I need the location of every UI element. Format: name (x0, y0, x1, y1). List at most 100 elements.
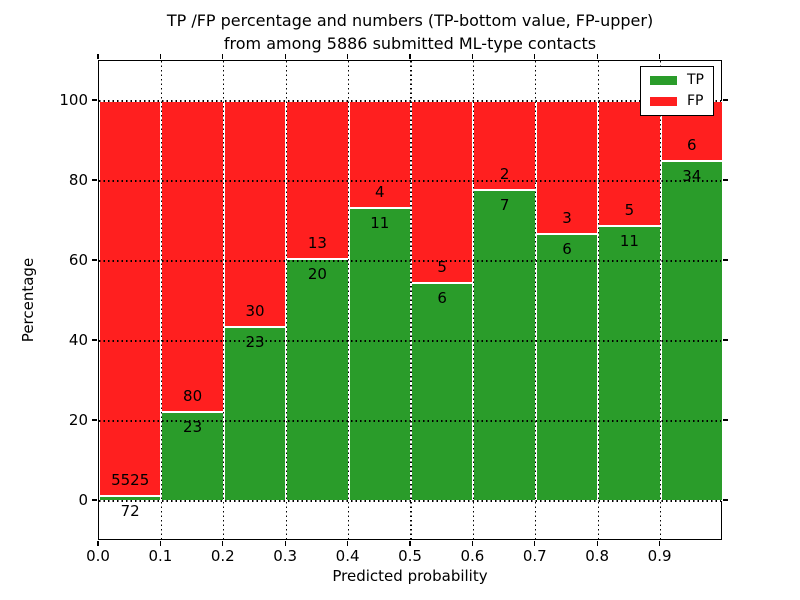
y-tick-label: 20 (68, 411, 88, 429)
y-tick-mark (723, 179, 728, 181)
bar-count-label-fp: 2 (499, 164, 510, 183)
bar-count-label-fp: 6 (687, 136, 697, 154)
x-tick-label: 0.5 (398, 547, 422, 565)
y-tick-label: 80 (68, 171, 88, 189)
x-tick-label: 0.7 (522, 547, 547, 565)
bar-count-label-tp: 6 (437, 288, 447, 307)
y-tick-mark (723, 339, 728, 341)
x-tick-mark (347, 541, 349, 546)
x-tick-label: 0.1 (148, 547, 173, 565)
x-tick-mark (471, 54, 474, 59)
legend: TP FP (640, 66, 714, 116)
x-axis-label: Predicted probability (332, 567, 488, 585)
bar-count-label-fp: 5525 (111, 470, 150, 489)
bar-segment-fp (348, 101, 411, 208)
bar-segment-tp (286, 258, 349, 501)
legend-label-tp: TP (687, 72, 704, 88)
y-tick-mark (723, 419, 728, 421)
legend-swatch-fp-icon (650, 97, 677, 106)
bar-count-label-tp: 23 (183, 417, 203, 436)
x-tick-label: 0.8 (585, 547, 610, 565)
y-tick-mark (92, 259, 97, 261)
x-tick-mark (596, 54, 598, 59)
plot-area: 5525 72 80 23 30 23 13 20 4 11 5 6 2 7 3 6 5 11 6 34 TP FP (98, 60, 723, 540)
bar-segment-tp (411, 282, 474, 501)
bar-labels-layer: 5525 72 80 23 30 23 13 20 4 11 5 6 2 7 3 6 5 11 6 34 (99, 61, 721, 539)
bar-segment-fp (286, 101, 349, 259)
y-tick-mark (723, 99, 728, 101)
gridlines-layer (99, 61, 721, 539)
bar-count-label-tp: 34 (682, 167, 702, 185)
x-tick-label: 0.4 (335, 547, 360, 565)
y-tick-mark (92, 339, 97, 341)
y-tick-mark (723, 499, 728, 501)
x-tick-mark (284, 54, 286, 59)
x-tick-mark (97, 541, 99, 546)
h-gridline (99, 340, 721, 342)
y-tick-label: 100 (59, 91, 88, 109)
v-gridline (472, 61, 475, 539)
v-gridline (285, 61, 287, 539)
x-tick-mark (347, 54, 349, 59)
x-tick-label: 0.6 (460, 547, 485, 565)
y-tick-mark (92, 499, 97, 501)
y-tick-mark (92, 179, 97, 181)
bar-count-label-tp: 6 (562, 240, 572, 259)
x-tick-mark (659, 54, 661, 59)
legend-item-tp: TP (650, 73, 704, 88)
legend-item-fp: FP (650, 94, 704, 109)
y-tick-mark (92, 99, 97, 101)
h-gridline (99, 420, 721, 422)
y-tick-label: 60 (68, 251, 88, 269)
bar-count-label-fp: 3 (562, 209, 572, 228)
chart-title-line1: TP /FP percentage and numbers (TP-bottom… (166, 11, 654, 30)
x-tick-mark (471, 541, 474, 546)
y-axis-label: Percentage (19, 257, 37, 343)
chart-title: TP /FP percentage and numbers (TP-bottom… (98, 9, 722, 55)
x-tick-mark (596, 541, 598, 546)
bar-count-label-tp: 20 (307, 264, 327, 283)
h-gridline (99, 180, 721, 182)
y-tick-mark (723, 259, 728, 261)
bar-count-label-fp: 5 (437, 257, 447, 276)
x-tick-label: 0.3 (273, 547, 298, 565)
bar-segment-fp (535, 101, 599, 235)
bar-count-label-fp: 5 (624, 201, 635, 219)
bar-count-label-tp: 23 (245, 333, 265, 352)
v-gridline (410, 61, 412, 539)
x-tick-mark (159, 54, 162, 59)
bar-segment-tp (535, 234, 599, 501)
bar-segment-tp (348, 207, 411, 501)
x-tick-mark (659, 541, 661, 546)
x-tick-mark (409, 541, 411, 546)
bar-count-label-tp: 7 (499, 195, 510, 214)
v-gridline (660, 61, 662, 539)
x-tick-mark (222, 54, 224, 59)
x-tick-mark (159, 541, 162, 546)
h-gridline (99, 500, 721, 502)
bar-segment-fp (99, 101, 162, 496)
v-gridline (160, 61, 163, 539)
bar-count-label-tp: 72 (120, 501, 140, 520)
x-tick-mark (222, 541, 224, 546)
chart-title-line2: from among 5886 submitted ML-type contac… (223, 34, 597, 53)
y-tick-mark (92, 419, 97, 421)
y-tick-label: 40 (68, 331, 88, 349)
bar-count-label-tp: 11 (619, 232, 639, 250)
h-gridline (99, 100, 721, 102)
y-tick-label: 0 (78, 491, 88, 509)
v-gridline (348, 61, 350, 539)
v-gridline (535, 61, 537, 539)
bar-count-label-fp: 30 (245, 302, 265, 321)
bar-count-label-fp: 80 (183, 386, 203, 405)
x-tick-mark (409, 54, 411, 59)
x-tick-mark (534, 54, 536, 59)
bar-count-label-fp: 4 (375, 182, 385, 201)
x-tick-label: 0.0 (86, 547, 110, 565)
legend-label-fp: FP (687, 93, 704, 109)
v-gridline (223, 61, 225, 539)
legend-swatch-tp-icon (650, 76, 677, 85)
x-tick-label: 0.2 (210, 547, 235, 565)
x-tick-label: 0.9 (647, 547, 672, 565)
x-tick-mark (534, 541, 536, 546)
